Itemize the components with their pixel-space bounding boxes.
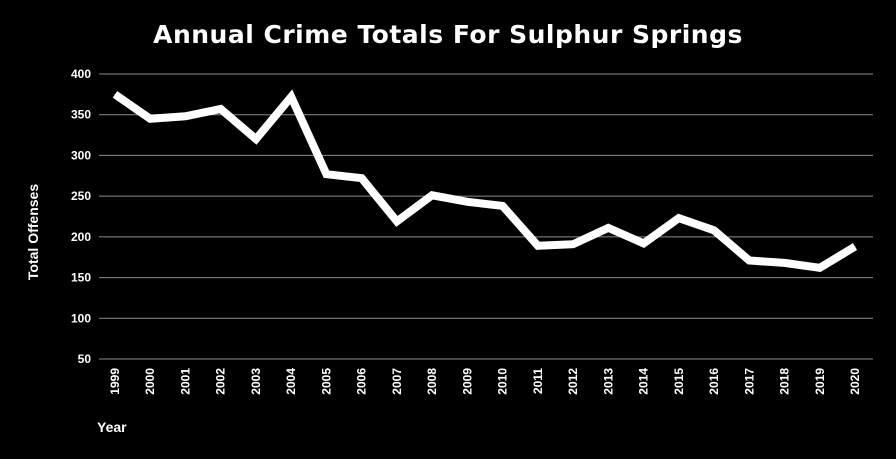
data-point xyxy=(819,267,821,269)
data-point xyxy=(854,246,856,248)
series-line-0 xyxy=(112,89,858,272)
x-tick-label: 2008 xyxy=(425,368,439,395)
data-point xyxy=(607,227,609,229)
y-tick-label: 250 xyxy=(71,189,91,203)
x-tick-label: 2014 xyxy=(637,368,651,395)
series-group xyxy=(112,89,858,272)
chart-title: Annual Crime Totals For Sulphur Springs xyxy=(153,20,743,49)
data-point xyxy=(149,118,151,120)
x-tick-label: 2019 xyxy=(813,368,827,395)
x-tick-label: 2011 xyxy=(531,368,545,394)
data-point xyxy=(396,220,398,222)
x-tick-label: 2020 xyxy=(848,368,862,395)
x-tick-labels: 1999 2000 2001 2002 2003 2004 2005 2006 2007 2008… xyxy=(108,368,862,395)
data-point xyxy=(643,242,645,244)
x-tick-label: 2017 xyxy=(742,368,756,395)
gridlines xyxy=(99,73,873,360)
data-point xyxy=(255,138,257,140)
x-tick-label: 2012 xyxy=(566,368,580,395)
data-point xyxy=(572,243,574,245)
x-tick-label: 2005 xyxy=(319,368,333,395)
y-tick-labels: 50 100 150 200 250 300 350 400 xyxy=(71,67,91,366)
data-point xyxy=(431,194,433,196)
y-axis-label: Total Offenses xyxy=(25,184,41,280)
x-tick-label: 2003 xyxy=(249,368,263,395)
data-point xyxy=(678,217,680,219)
data-point xyxy=(537,245,539,247)
y-tick-label: 50 xyxy=(78,352,92,366)
x-tick-label: 2013 xyxy=(601,368,615,395)
x-tick-label: 2002 xyxy=(214,368,228,395)
x-tick-label: 2004 xyxy=(284,368,298,395)
y-tick-label: 300 xyxy=(71,148,91,162)
y-tick-label: 200 xyxy=(71,230,91,244)
data-point xyxy=(114,93,116,95)
x-tick-label: 1999 xyxy=(108,368,122,395)
x-tick-label: 2000 xyxy=(143,368,157,395)
data-point xyxy=(184,115,186,117)
data-point xyxy=(325,173,327,175)
x-tick-label: 2009 xyxy=(460,368,474,395)
x-tick-label: 2006 xyxy=(355,368,369,395)
data-point xyxy=(220,108,222,110)
y-tick-label: 100 xyxy=(71,311,91,325)
data-point xyxy=(502,205,504,207)
x-tick-label: 2001 xyxy=(178,368,192,395)
data-point xyxy=(466,201,468,203)
y-tick-label: 350 xyxy=(71,108,91,122)
x-axis-label: Year xyxy=(97,419,127,435)
data-point xyxy=(784,262,786,264)
x-tick-label: 2016 xyxy=(707,368,721,395)
x-tick-label: 2010 xyxy=(496,368,510,395)
y-tick-label: 150 xyxy=(71,271,91,285)
data-point xyxy=(290,96,292,98)
y-tick-label: 400 xyxy=(71,67,91,81)
data-point xyxy=(748,259,750,261)
x-tick-label: 2018 xyxy=(778,368,792,395)
x-tick-label: 2007 xyxy=(390,368,404,395)
data-point xyxy=(713,229,715,231)
x-tick-label: 2015 xyxy=(672,368,686,395)
data-point xyxy=(361,177,363,179)
